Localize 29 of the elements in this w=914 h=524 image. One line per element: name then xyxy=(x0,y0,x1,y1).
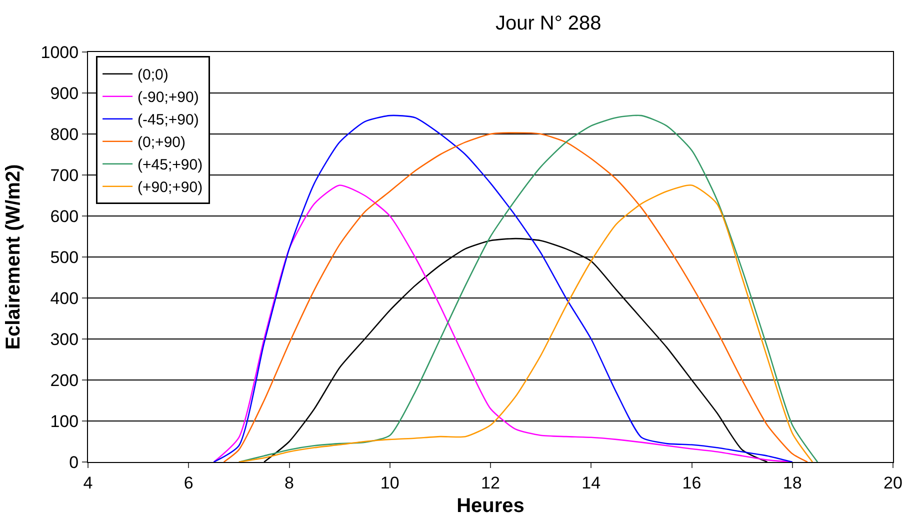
y-tick-label: 500 xyxy=(50,248,79,267)
chart-title: Jour N° 288 xyxy=(495,12,602,35)
legend-label: (0;0) xyxy=(138,66,168,84)
legend-label: (+45;+90) xyxy=(138,156,203,174)
y-tick-label: 400 xyxy=(50,288,79,308)
x-tick-label: 18 xyxy=(782,473,802,492)
y-tick-label: 900 xyxy=(50,84,79,103)
x-tick-label: 20 xyxy=(884,473,902,492)
legend-label: (-90;+90) xyxy=(138,89,199,106)
y-tick-label: 600 xyxy=(50,206,79,226)
y-tick-label: 800 xyxy=(50,124,79,144)
y-tick-label: 200 xyxy=(50,370,79,390)
x-tick-label: 16 xyxy=(682,473,702,492)
x-tick-label: 6 xyxy=(184,473,194,492)
y-tick-label: 100 xyxy=(50,412,79,431)
y-tick-label: 300 xyxy=(50,330,79,349)
y-tick-label: 0 xyxy=(69,452,79,472)
x-tick-label: 4 xyxy=(83,473,93,492)
x-tick-label: 14 xyxy=(582,473,601,492)
legend-label: (+90;+90) xyxy=(138,179,203,196)
y-axis-title: Eclairement (W/m2) xyxy=(2,164,24,350)
x-tick-label: 8 xyxy=(284,473,294,492)
x-axis-title: Heures xyxy=(456,494,524,517)
y-tick-label: 1000 xyxy=(40,42,79,62)
y-tick-label: 700 xyxy=(50,166,79,185)
x-tick-label: 12 xyxy=(481,473,500,492)
legend-label: (0;+90) xyxy=(138,134,186,152)
x-tick-label: 10 xyxy=(380,473,400,492)
legend-label: (-45;+90) xyxy=(138,112,199,129)
